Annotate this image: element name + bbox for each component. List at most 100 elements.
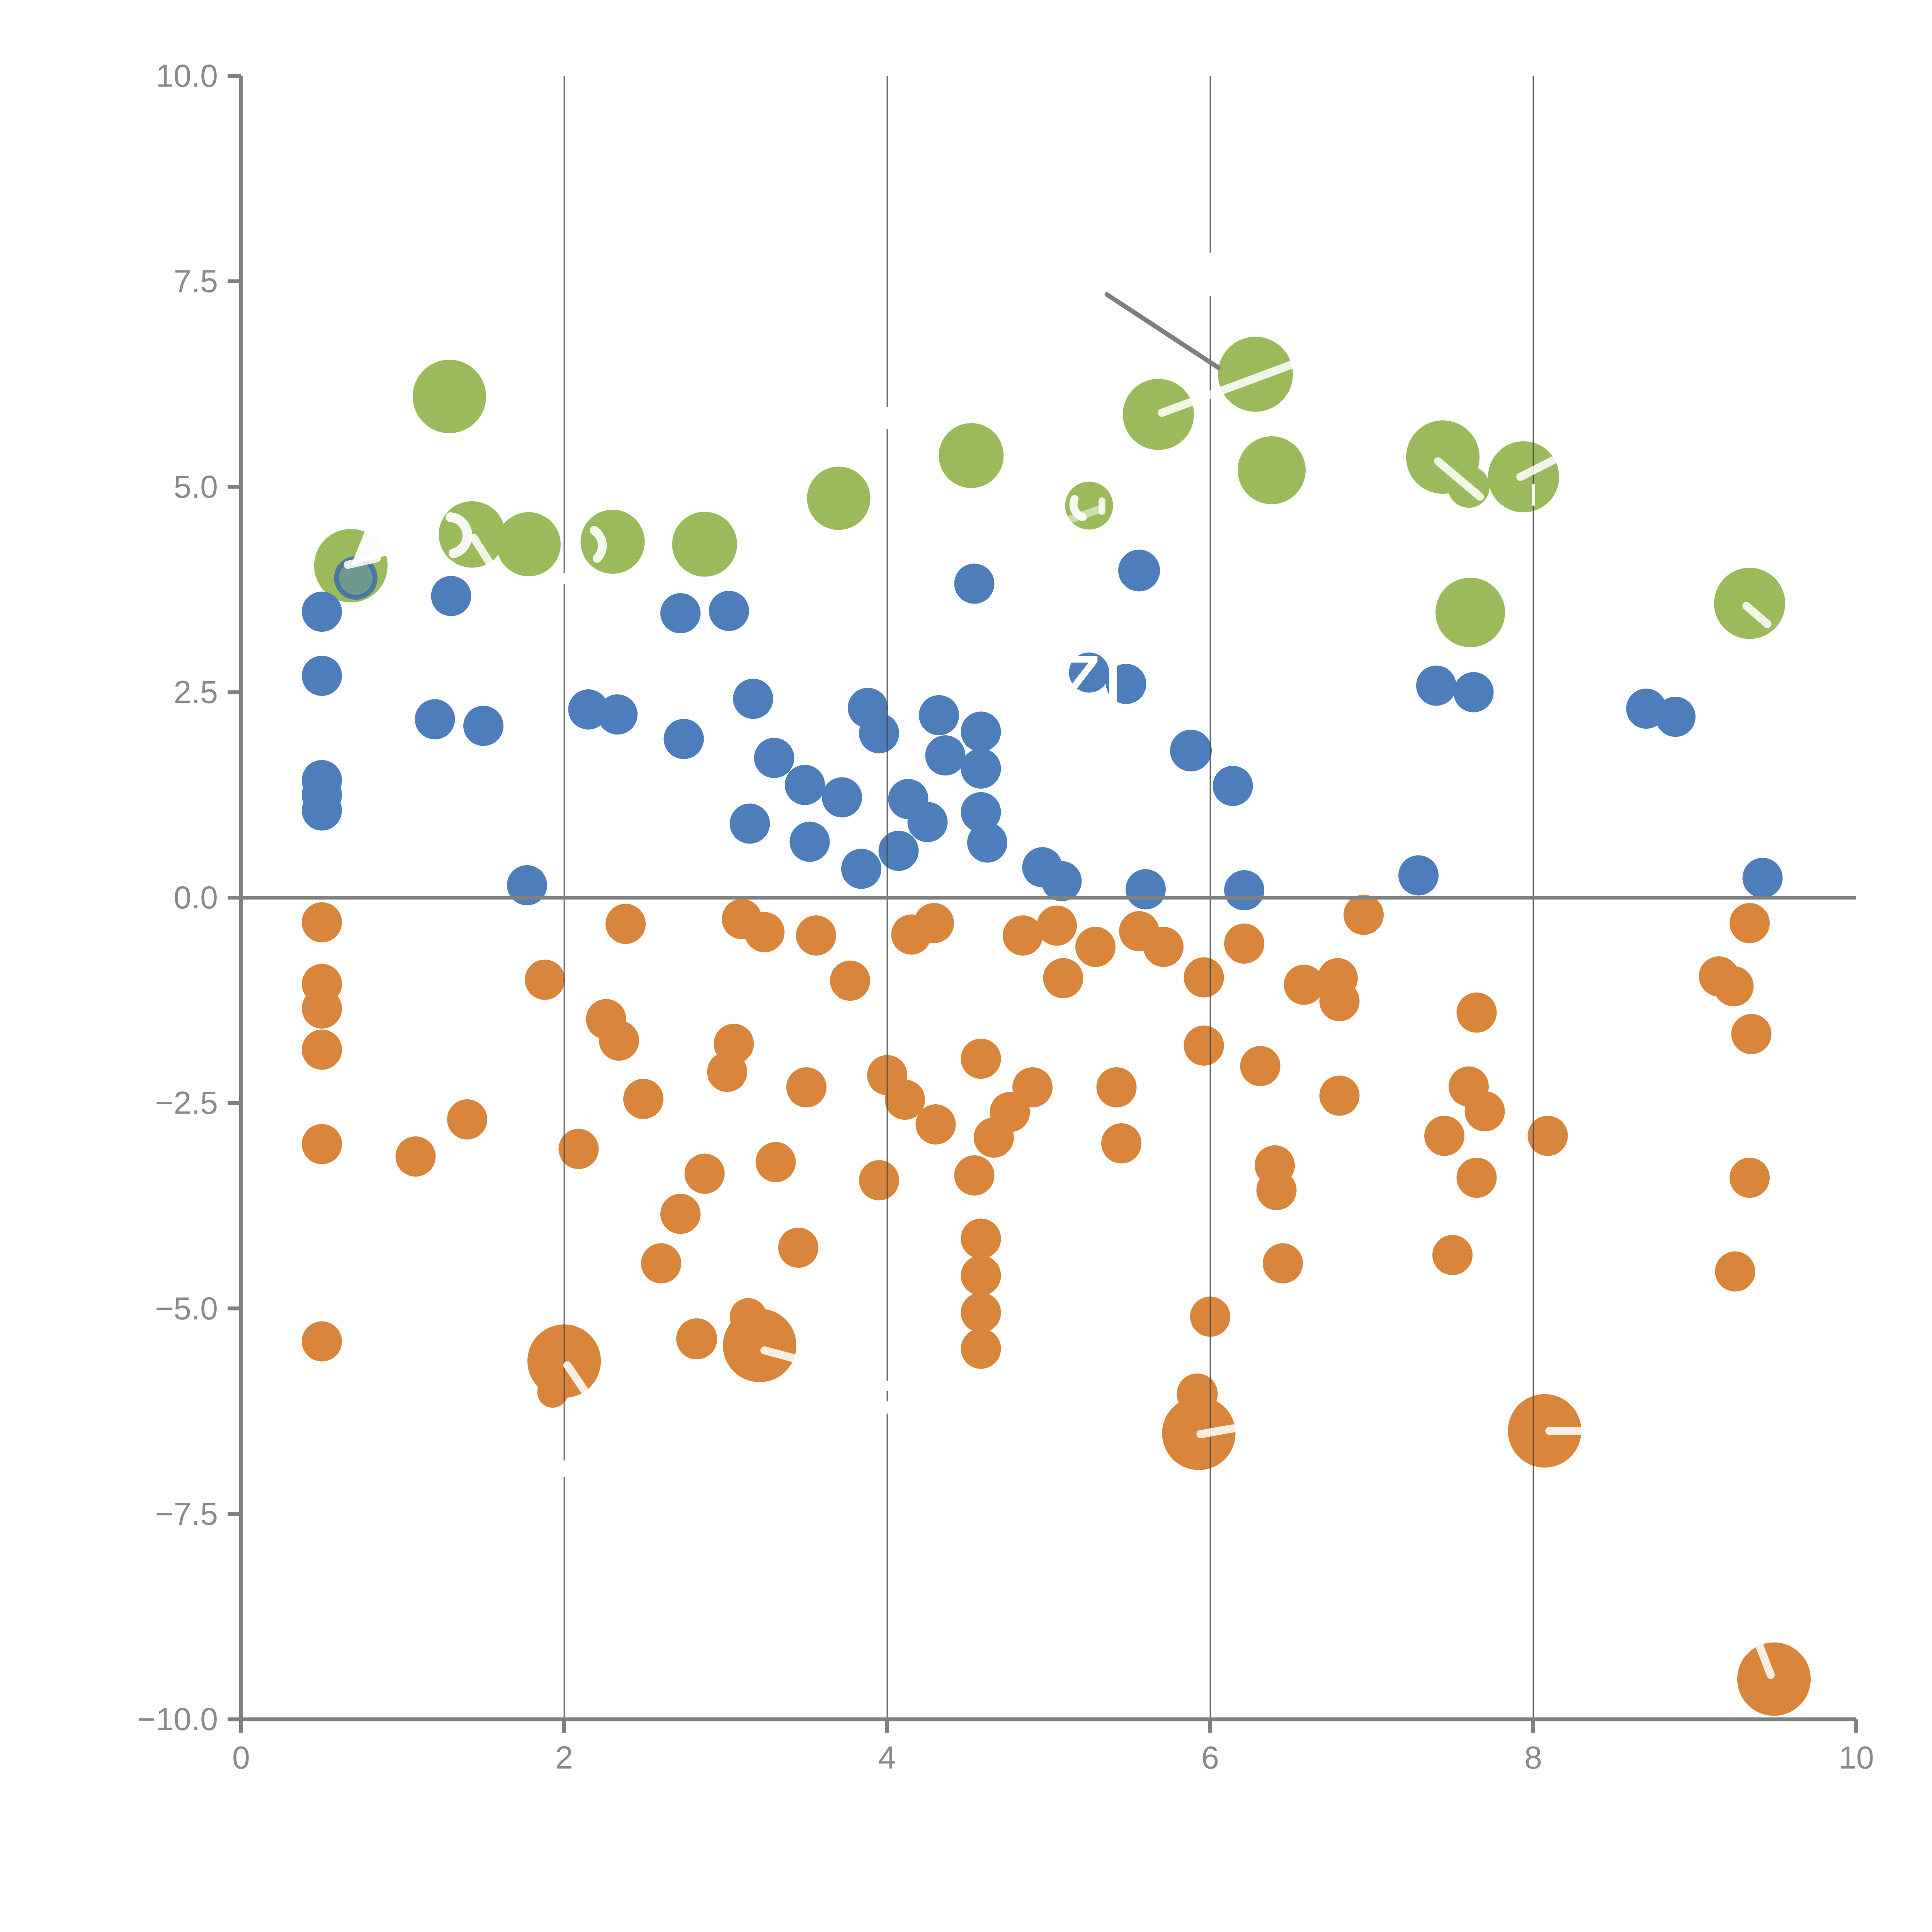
scatter-dot-blue [507,865,547,905]
white-arc [1069,495,1087,521]
scatter-dot-blue [961,748,1001,789]
scatter-dot-orange [1012,1067,1053,1107]
scatter-dot-orange [1319,981,1360,1022]
white-streak [563,1361,589,1396]
scatter-dot-orange [954,1155,995,1196]
scatter-dot-orange [558,1129,599,1169]
scatter-dot-orange [1184,957,1224,998]
scatter-dot-orange [1184,1026,1224,1066]
scatter-dot-orange [755,1142,796,1182]
scatter-dot-orange [1713,966,1754,1007]
scatter-dot-orange [1224,923,1264,964]
scatter-dot-orange [302,1029,342,1070]
scatter-dot-blue [1069,652,1109,693]
scatter-dot-blue [415,699,455,740]
scatter-dot-blue [1655,697,1696,737]
scatter-dot-orange [302,1124,342,1164]
gray-annotation-line [1104,292,1221,370]
scatter-dot-blue [1224,870,1264,910]
scatter-dot-orange [1096,1067,1137,1107]
white-arc [590,526,607,563]
scatter-dot-orange [961,1293,1001,1333]
scatter-dot-blue [663,719,704,759]
scatter-dot-green [672,512,737,577]
scatter-dot-orange [395,1136,436,1177]
scatter-dot-orange [714,1024,754,1064]
y-tick-label-5: 5.0 [173,469,218,505]
scatter-dot-orange [1043,958,1083,998]
y-tick-label--10: −10.0 [137,1702,218,1737]
scatter-dot-orange [623,1078,663,1119]
y-tick-label-7.5: 7.5 [173,264,218,299]
scatter-dot-orange [302,988,342,1029]
white-streak [1434,457,1484,501]
scatter-dot-blue [1416,665,1456,706]
scatter-dot-blue [1106,664,1146,704]
y-tick-label-10: 10.0 [156,58,218,94]
scatter-dot-green [413,360,486,433]
scatter-dot-blue [961,792,1001,832]
scatter-dot-orange [525,959,565,1000]
data-points-layer [302,337,1811,1716]
scatter-dot-blue [302,592,342,632]
scatter-dot-orange [302,902,342,942]
white-streak [1516,456,1557,481]
scatter-dot-blue [730,803,770,844]
scatter-dot-blue [597,694,638,735]
scatter-dot-blue [1398,855,1439,896]
scatter-dot-orange [641,1243,681,1284]
x-tick-label-6: 6 [1201,1740,1219,1776]
scatter-dot-blue [1170,730,1212,772]
scatter-dot-orange [778,1227,818,1268]
scatter-dot-orange [744,912,785,952]
scatter-dot-orange [302,1321,342,1362]
scatter-dot-orange [1737,1642,1811,1716]
series-blue-cluster-middle [302,549,1783,910]
y-tick-label--2.5: −2.5 [155,1085,218,1121]
scatter-dot-orange [1456,992,1497,1033]
scatter-dot-orange [447,1099,487,1139]
scatter-dot-orange [961,1328,1001,1369]
scatter-dot-orange [914,903,954,943]
scatter-dot-orange [684,1153,725,1194]
scatter-dot-blue [709,591,749,631]
scatter-dot-orange [1527,1116,1568,1156]
scatter-dot-orange [660,1194,701,1234]
scatter-dot-blue [841,849,881,889]
scatter-dot-orange [1731,1014,1772,1054]
scatter-dot-orange [885,1080,925,1120]
scatter-dot-orange [676,1318,717,1360]
scatter-dot-orange [915,1104,956,1145]
scatter-dot-orange [1424,1116,1464,1156]
scatter-dot-blue [302,656,342,696]
scatter-dot-green [497,512,561,577]
scatter-dot-blue [302,790,342,831]
scatter-dot-orange [1319,1075,1360,1116]
scatter-dot-orange [1101,1123,1141,1163]
scatter-dot-orange [1263,1243,1303,1284]
scatter-dot-blue [1213,766,1253,806]
x-tick-label-8: 8 [1524,1740,1542,1776]
white-streak [469,534,494,568]
scatter-dot-blue [961,711,1001,752]
scatter-dot-blue [789,821,830,862]
scatter-dot-blue [1453,672,1494,713]
scatter-dot-blue [1742,858,1783,898]
series-green-cluster-top [314,337,1785,647]
white-streak [1158,358,1303,417]
scatter-dot-blue [925,735,966,776]
gridlines-layer [241,76,1856,1719]
scatter-dot-green [580,510,645,574]
white-streak [1755,1641,1775,1679]
x-tick-label-2: 2 [555,1740,573,1776]
scatter-dot-orange [1464,1091,1505,1131]
white-streak [760,1346,806,1364]
scatter-dot-orange [796,915,836,956]
y-tick-label-2.5: 2.5 [173,674,218,710]
series-orange-cluster-bottom [302,895,1811,1716]
scatter-dot-green [1435,578,1505,647]
scatter-dot-blue [1041,861,1082,901]
scatter-dot-orange [961,1039,1001,1079]
